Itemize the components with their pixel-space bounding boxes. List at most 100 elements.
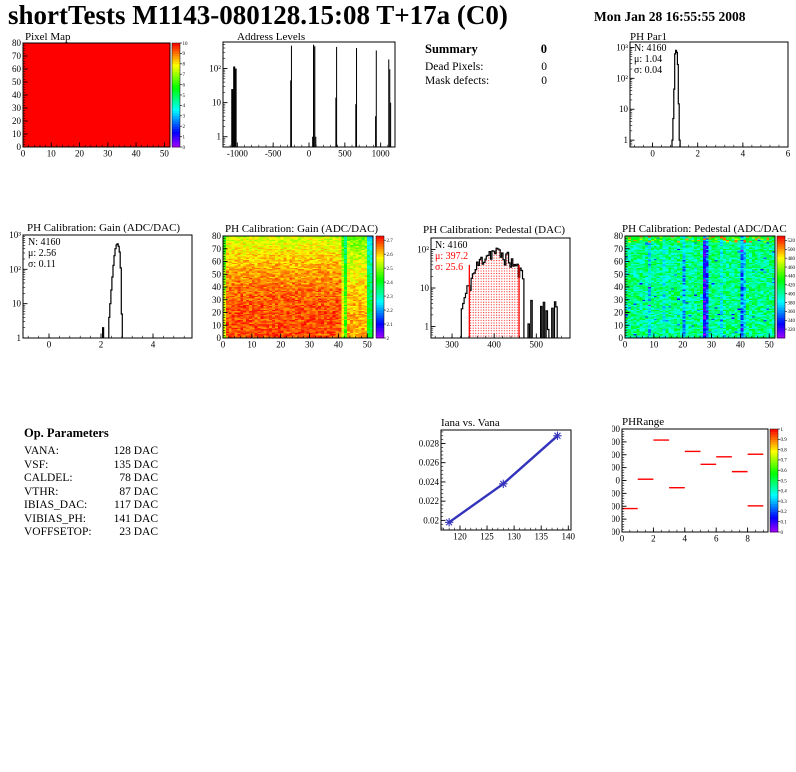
- svg-text:2.6: 2.6: [387, 253, 394, 258]
- summary-row-value: 0: [541, 61, 547, 73]
- header-datetime: Mon Jan 28 16:55:55 2008: [594, 9, 746, 24]
- svg-text:-1000: -1000: [227, 149, 248, 159]
- chart-title: Iana vs. Vana: [441, 417, 500, 429]
- summary-row: Mask defects: 0: [425, 75, 547, 89]
- svg-text:420: 420: [788, 284, 796, 289]
- stat-mean: μ: 2.56: [28, 248, 57, 259]
- svg-text:0: 0: [616, 476, 621, 486]
- svg-text:0: 0: [650, 149, 655, 159]
- summary-row: Dead Pixels: 0: [425, 61, 547, 75]
- op-param-label: VANA:: [24, 445, 59, 457]
- svg-text:50: 50: [765, 340, 775, 350]
- svg-text:0.7: 0.7: [781, 459, 788, 464]
- svg-text:480: 480: [788, 257, 796, 262]
- svg-text:50: 50: [363, 340, 373, 350]
- svg-text:20: 20: [12, 116, 22, 126]
- op-param-label: VIBIAS_PH:: [24, 512, 86, 525]
- svg-text:70: 70: [614, 244, 624, 254]
- chart-title: PHRange: [622, 416, 665, 428]
- svg-text:1000: 1000: [612, 450, 621, 460]
- svg-text:60: 60: [614, 257, 624, 267]
- op-param-row: VTHR: 87 DAC: [24, 486, 158, 500]
- chart-svg: -1000 -500 0 500 1000 1 10 10²: [209, 41, 396, 159]
- svg-text:7: 7: [183, 73, 186, 78]
- svg-text:0: 0: [620, 534, 625, 544]
- stat-sigma: σ: 25.6: [435, 262, 464, 273]
- svg-text:0.8: 0.8: [781, 448, 788, 453]
- summary-row-label: Mask defects:: [425, 74, 490, 87]
- svg-text:0: 0: [17, 142, 22, 152]
- chart-title: PH Calibration: Pedestal (ADC/DAC: [622, 223, 787, 235]
- svg-text:2.2: 2.2: [387, 309, 394, 314]
- op-parameters-block: Op. Parameters VANA: 128 DAC VSF: 135 DA…: [24, 426, 158, 540]
- svg-text:2000: 2000: [612, 527, 621, 537]
- svg-text:6: 6: [714, 534, 719, 544]
- svg-text:80: 80: [12, 38, 22, 48]
- svg-text:2.5: 2.5: [387, 267, 394, 272]
- op-param-value: 117 DAC: [114, 499, 158, 511]
- chart-svg: 300 400 500 1 10 10²: [417, 237, 571, 350]
- svg-text:70: 70: [212, 244, 222, 254]
- svg-text:1000: 1000: [612, 501, 621, 511]
- summary-heading-row: Summary 0: [425, 42, 547, 57]
- svg-text:50: 50: [212, 269, 222, 279]
- svg-text:30: 30: [707, 340, 717, 350]
- svg-text:40: 40: [736, 340, 746, 350]
- chart-address-levels: Address Levels -1000 -500 0 500 1000 1 10 10²: [205, 30, 400, 162]
- svg-text:40: 40: [614, 282, 624, 292]
- svg-text:1500: 1500: [612, 437, 621, 447]
- chart-pedestal-1d: PH Calibration: Pedestal (DAC) N: 4160 μ…: [415, 218, 610, 350]
- svg-text:360: 360: [788, 310, 796, 315]
- op-parameters-heading-row: Op. Parameters: [24, 426, 158, 441]
- chart-svg: 0 2 4 6 1 10 10² 10³: [616, 41, 791, 159]
- svg-text:125: 125: [480, 532, 494, 542]
- op-param-label: CALDEL:: [24, 472, 73, 484]
- svg-text:440: 440: [788, 275, 796, 280]
- svg-text:300: 300: [445, 340, 459, 350]
- svg-text:0: 0: [221, 340, 226, 350]
- svg-text:0.5: 0.5: [781, 479, 788, 484]
- chart-gain-2d: PH Calibration: Gain (ADC/DAC) 0 10 20 30 40…: [210, 218, 400, 350]
- svg-text:0.4: 0.4: [781, 490, 788, 495]
- svg-text:3: 3: [183, 115, 186, 120]
- svg-text:1500: 1500: [612, 514, 621, 524]
- svg-text:2: 2: [387, 337, 390, 342]
- svg-text:10: 10: [212, 320, 222, 330]
- svg-text:2: 2: [183, 125, 186, 130]
- svg-text:6: 6: [786, 149, 791, 159]
- chart-svg: 0 10 20 30 40 5001020304050607080320340360380…: [614, 231, 796, 350]
- svg-text:-500: -500: [612, 488, 620, 498]
- chart-svg: 120 125 130 135 140 0.02 0.022 0.024 0.026 0.028: [419, 429, 576, 542]
- svg-text:40: 40: [12, 90, 22, 100]
- stats-box: N: 4160 μ: 2.56 σ: 0.11: [28, 237, 61, 270]
- svg-text:500: 500: [530, 340, 544, 350]
- op-param-value: 141 DAC: [113, 512, 158, 525]
- svg-text:1000: 1000: [372, 149, 391, 159]
- svg-text:0.028: 0.028: [419, 438, 440, 448]
- chart-title: PH Calibration: Gain (ADC/DAC): [27, 222, 181, 234]
- svg-text:20: 20: [276, 340, 286, 350]
- summary-heading: Summary: [425, 42, 478, 56]
- chart-ph-par1: PH Par1 N: 4160 μ: 1.04 σ: 0.04 0 2 4 6 1 10 1…: [612, 30, 796, 162]
- chart-svg: 0 10 20 30 40 50 0 10 20 30 40 50 60 70 80 0 1 2 3 4 5 6 7 8 9 10: [12, 38, 188, 159]
- stat-entries: N: 4160: [634, 43, 667, 54]
- svg-text:130: 130: [507, 532, 521, 542]
- svg-text:0.3: 0.3: [781, 500, 788, 505]
- svg-text:40: 40: [132, 149, 142, 159]
- op-param-row: CALDEL: 78 DAC: [24, 472, 158, 486]
- svg-text:4: 4: [183, 104, 186, 109]
- svg-text:4: 4: [741, 149, 746, 159]
- op-param-value: 87 DAC: [119, 485, 158, 498]
- stat-sigma: σ: 0.04: [634, 65, 663, 76]
- chart-title: Address Levels: [237, 31, 306, 43]
- svg-text:10: 10: [614, 320, 624, 330]
- op-param-row: VANA: 128 DAC: [24, 445, 158, 459]
- svg-text:20: 20: [678, 340, 688, 350]
- svg-text:0: 0: [619, 333, 624, 343]
- op-parameters-heading: Op. Parameters: [24, 426, 109, 440]
- svg-text:30: 30: [212, 295, 222, 305]
- svg-text:2.4: 2.4: [387, 281, 394, 286]
- chart-svg: 0 2 4 1 10 10² 10³: [9, 230, 193, 350]
- op-param-value: 78 DAC: [119, 472, 158, 484]
- svg-text:30: 30: [305, 340, 315, 350]
